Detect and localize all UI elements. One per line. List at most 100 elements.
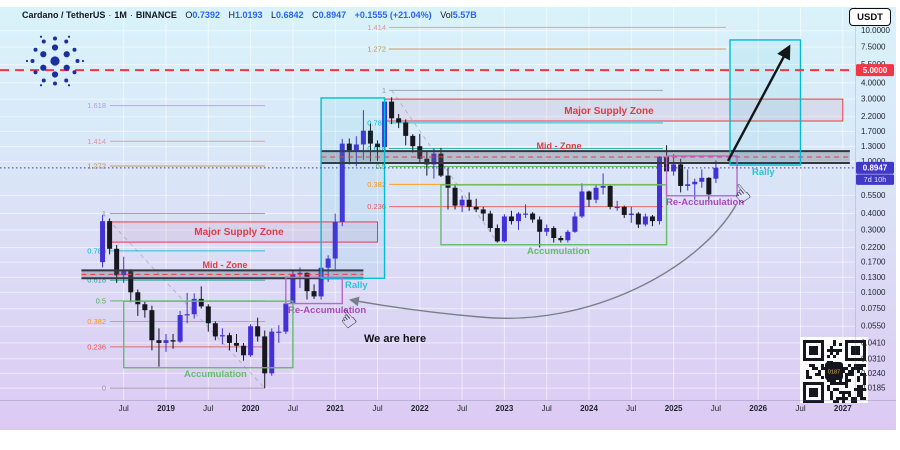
mid-zone-2019[interactable]: Mid - Zone [81,260,364,280]
fib-level-label: 0 [102,384,106,393]
candle [191,293,197,319]
mid-zone-label[interactable]: Mid - Zone [203,260,248,270]
supply-zone-label[interactable]: Major Supply Zone [194,227,284,238]
rally-box-2026[interactable]: Rally [729,39,802,178]
candle [170,333,176,349]
high-value: 1.0193 [234,10,263,20]
time-axis-year-label: 2019 [157,404,175,413]
candle [276,325,282,343]
open-value: 0.7392 [192,10,220,20]
candle [403,119,409,146]
box-label[interactable]: Rally [752,167,775,178]
supply-zone-label[interactable]: Major Supply Zone [564,106,654,117]
volume-value: 5.57B [452,10,477,20]
rally-box-2021[interactable]: Rally [320,97,386,291]
candle [149,305,155,351]
candle [219,328,225,345]
candle [367,123,373,162]
time-axis-year-label: 2026 [749,404,767,413]
candle [508,210,514,225]
price-axis-label: 0.4000 [861,209,886,218]
fib-2018-2020[interactable]: 0 0.236 0.382 0.5 0.618 0.786 1 1.272 1.414 1.618 [87,101,266,393]
svg-text:5.0000: 5.0000 [863,66,888,75]
fib-trendline[interactable] [391,90,498,243]
bar-countdown: 7d 10h [864,175,887,184]
fib-level-label: 1.618 [87,101,106,110]
price-axis[interactable]: 10.00007.50005.50004.00003.00002.20001.7… [856,26,894,393]
time-axis-year-label: 2025 [665,404,683,413]
low-value: 0.6842 [276,10,304,20]
interval-label[interactable]: 1M [114,10,127,20]
price-axis-label: 0.0750 [861,304,886,313]
candle [494,224,500,243]
candle [473,198,479,213]
candles-series [100,97,719,389]
mid-zone-label[interactable]: Mid - Zone [537,141,582,151]
symbol-legend[interactable]: Cardano / TetherUS · 1M · BINANCE O0.7392 H1… [22,10,477,20]
candle [396,113,402,129]
candle [649,214,655,227]
mid-zone-2021[interactable]: Mid - Zone [321,141,850,164]
candle [635,212,641,229]
candle [593,184,599,204]
time-axis-year-label: 2021 [326,404,344,413]
time-axis[interactable]: Jul 2019 Jul 2020 Jul 2021 Jul 2022 Jul 2023 Jul 20… [119,404,853,413]
reaccumulation-box-2020[interactable]: Re-Accumulation [285,276,366,316]
candle [642,213,648,227]
exchange-label[interactable]: BINANCE [135,10,177,20]
separator: · [129,10,133,20]
box-label[interactable]: Re-Accumulation [288,305,366,316]
accumulation-box-2019[interactable]: Accumulation [122,300,294,380]
fib-level-label: 0.786 [367,118,386,127]
price-axis-label: 1.3000 [861,142,886,151]
separator: · [108,10,112,20]
we-are-here-label[interactable]: We are here [364,333,426,345]
candle [339,138,345,227]
box-label[interactable]: Accumulation [527,246,590,257]
fib-level-label: 0.5 [376,162,386,171]
candle [678,158,684,193]
price-axis-label: 0.5500 [861,191,886,200]
box-label[interactable]: Accumulation [184,369,247,380]
candle [445,167,451,210]
candle [332,213,338,270]
time-axis-month-label: Jul [372,404,382,413]
reaccumulation-box-2025[interactable]: Re-Accumulation [665,155,744,208]
candle [107,218,113,255]
svg-text:0.8947: 0.8947 [863,164,888,173]
price-axis-label: 0.0185 [861,384,886,393]
high-label: H [228,10,235,20]
fib-level-label: 1 [102,209,106,218]
candle [614,200,620,211]
fib-level-label: 0.236 [87,342,106,351]
candle [558,235,564,243]
price-axis-label: 2.2000 [861,112,886,121]
candle [417,133,423,163]
candle [269,328,275,376]
candle [290,270,296,305]
chart-background [0,7,896,430]
box-label[interactable]: Re-Accumulation [666,197,744,208]
projection-arrow[interactable] [726,44,791,162]
candle [657,156,662,225]
candle [184,292,190,324]
accumulation-box-2023[interactable]: Accumulation [440,184,668,257]
price-axis-label: 0.0240 [861,369,886,378]
fib-level-label: 0.236 [367,202,386,211]
candle [501,214,507,243]
analogy-arrow[interactable] [349,204,737,319]
box-label[interactable]: Rally [345,280,368,291]
symbol-name[interactable]: Cardano / TetherUS [22,10,106,20]
candle [198,286,204,309]
currency-toggle-button[interactable]: USDT [849,8,891,26]
fib-level-label: 1.272 [87,162,106,171]
candle [586,190,592,207]
time-axis-month-label: Jul [119,404,129,413]
cardano-logo [25,35,85,87]
candle [248,324,254,358]
price-axis-label: 0.0410 [861,338,886,347]
candle [628,206,634,223]
candle [621,205,627,218]
fib-level-label: 0.618 [87,276,106,285]
